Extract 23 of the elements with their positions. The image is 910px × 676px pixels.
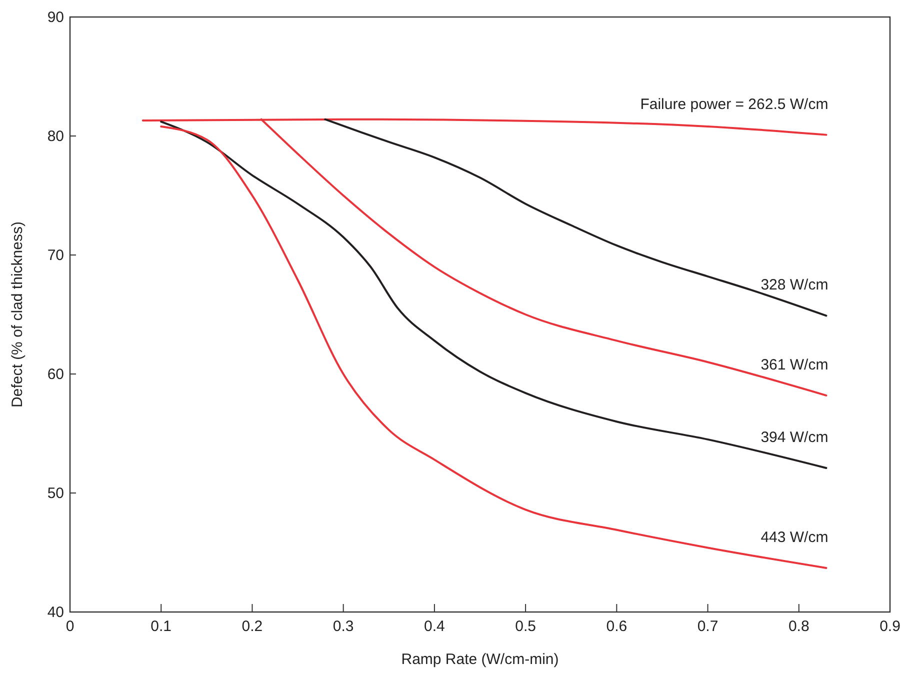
series-label: 328 W/cm [760, 276, 828, 294]
x-tick-label: 0.5 [515, 618, 536, 635]
x-tick-label: 0.6 [606, 618, 628, 635]
series-label: 394 W/cm [760, 429, 828, 446]
x-tick-label: 0.1 [150, 618, 172, 635]
x-tick-label: 0.9 [880, 618, 900, 635]
series-label: Failure power = 262.5 W/cm [640, 96, 828, 113]
x-tick-label: 0.8 [788, 618, 810, 635]
y-tick-label: 40 [47, 604, 64, 621]
x-tick-label: 0.2 [242, 618, 263, 635]
y-tick-label: 70 [47, 247, 64, 264]
y-tick-label: 60 [47, 366, 64, 383]
x-tick-label: 0.3 [332, 618, 354, 635]
y-axis-title: Defect (% of clad thickness) [9, 222, 26, 408]
x-tick-label: 0 [66, 618, 74, 635]
x-tick-label: 0.7 [697, 618, 718, 635]
y-tick-label: 90 [47, 9, 64, 26]
x-axis-title: Ramp Rate (W/cm-min) [401, 651, 559, 668]
y-tick-label: 50 [47, 485, 64, 502]
series-label: 443 W/cm [760, 528, 828, 546]
series-label: 361 W/cm [760, 356, 828, 374]
x-tick-label: 0.4 [424, 618, 445, 635]
y-tick-label: 80 [47, 128, 64, 145]
